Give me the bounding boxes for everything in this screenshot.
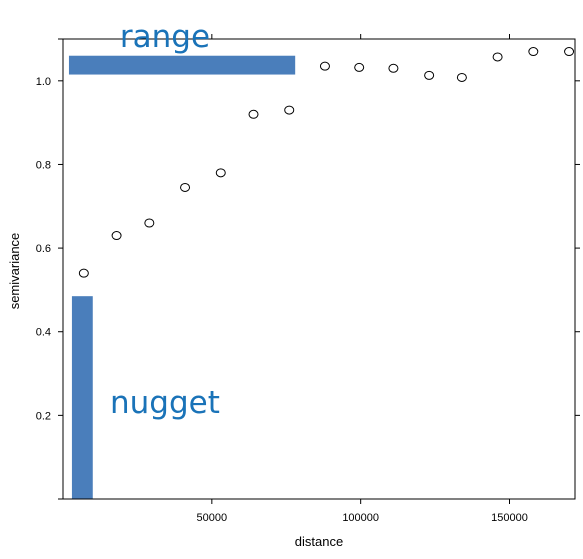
- data-point: [528, 47, 539, 57]
- plot-frame: [62, 38, 576, 500]
- y-tick-label: 0.6: [36, 243, 51, 255]
- data-point: [284, 105, 295, 115]
- data-point: [424, 70, 435, 80]
- data-point: [144, 218, 155, 228]
- x-tick-label: 100000: [342, 512, 379, 524]
- data-point: [215, 168, 226, 178]
- y-tick-label: 1.0: [36, 76, 51, 88]
- data-point: [492, 52, 503, 62]
- data-point: [388, 63, 399, 73]
- nugget-bar: [71, 296, 93, 499]
- x-tick-label: 150000: [491, 512, 528, 524]
- y-tick-label: 0.2: [36, 410, 51, 422]
- data-point: [456, 72, 467, 82]
- data-point: [248, 109, 259, 119]
- range-annotation-label: range: [120, 19, 210, 55]
- data-point: [111, 231, 122, 241]
- data-point: [78, 268, 89, 278]
- data-point: [319, 61, 330, 71]
- y-tick-label: 0.8: [36, 159, 51, 171]
- x-axis-title: distance: [295, 534, 343, 549]
- data-point: [354, 62, 365, 72]
- y-axis-title: semivariance: [7, 233, 22, 310]
- y-tick-label: 0.4: [36, 327, 51, 339]
- x-tick-label: 50000: [197, 512, 228, 524]
- range-bar: [68, 55, 296, 75]
- data-point: [180, 182, 191, 192]
- nugget-annotation-label: nugget: [110, 385, 220, 421]
- data-point: [564, 47, 575, 57]
